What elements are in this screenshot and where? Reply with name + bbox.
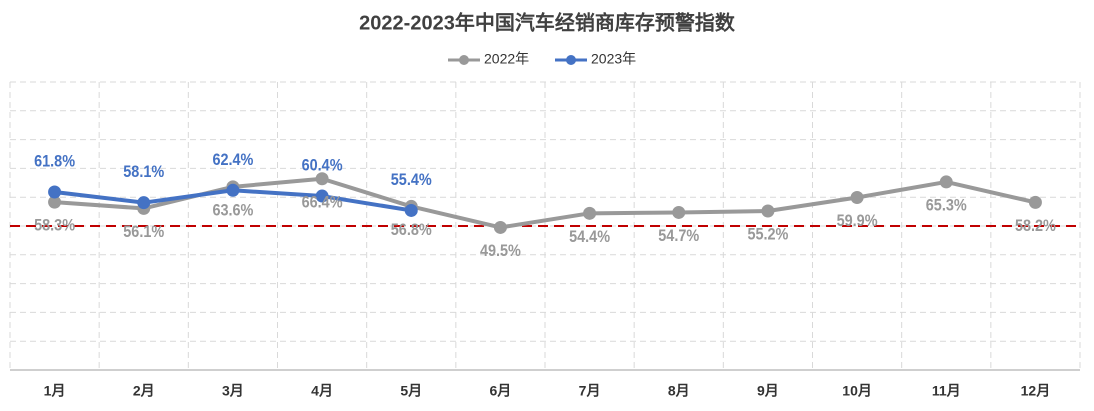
x-tick-label: 9月 xyxy=(757,383,779,399)
data-point xyxy=(315,189,329,203)
data-label: 56.1% xyxy=(123,223,164,241)
data-label: 61.8% xyxy=(34,153,75,171)
data-label: 58.2% xyxy=(1015,217,1056,235)
x-tick-label: 3月 xyxy=(222,383,244,399)
data-point xyxy=(1028,195,1042,209)
data-label: 58.3% xyxy=(34,217,75,235)
legend-label: 2022年 xyxy=(484,51,529,67)
x-tick-label: 5月 xyxy=(400,383,422,399)
x-tick-label: 1月 xyxy=(44,383,66,399)
data-label: 54.7% xyxy=(658,227,699,245)
x-tick-label: 12月 xyxy=(1021,383,1051,399)
chart-title: 2022-2023年中国汽车经销商库存预警指数 xyxy=(359,10,736,34)
data-label: 66.4% xyxy=(302,193,343,211)
data-label: 54.4% xyxy=(569,228,610,246)
x-tick-label: 7月 xyxy=(579,383,601,399)
x-tick-label: 8月 xyxy=(668,383,690,399)
x-tick-label: 6月 xyxy=(490,383,512,399)
legend-label: 2023年 xyxy=(591,51,636,67)
data-point xyxy=(315,172,329,186)
data-point xyxy=(493,220,507,234)
x-tick-label: 10月 xyxy=(842,383,872,399)
legend-marker xyxy=(566,55,576,65)
data-point xyxy=(137,196,151,210)
data-point xyxy=(761,204,775,218)
data-label: 62.4% xyxy=(212,151,253,169)
data-label: 65.3% xyxy=(926,196,967,214)
x-tick-label: 4月 xyxy=(311,383,333,399)
data-label: 56.8% xyxy=(391,221,432,239)
data-point xyxy=(850,190,864,204)
data-label: 55.4% xyxy=(391,171,432,189)
data-label: 60.4% xyxy=(302,157,343,175)
data-label: 58.1% xyxy=(123,163,164,181)
x-tick-label: 2月 xyxy=(133,383,155,399)
data-point xyxy=(672,205,686,219)
legend-marker xyxy=(459,55,469,65)
data-point xyxy=(48,185,62,199)
x-tick-label: 11月 xyxy=(932,383,961,399)
data-point xyxy=(404,203,418,217)
data-label: 49.5% xyxy=(480,242,521,260)
data-label: 63.6% xyxy=(212,201,253,219)
data-point xyxy=(226,183,240,197)
data-point xyxy=(583,206,597,220)
data-point xyxy=(48,195,62,209)
data-label: 59.9% xyxy=(837,212,878,230)
data-label: 55.2% xyxy=(747,226,788,244)
data-point xyxy=(939,175,953,189)
